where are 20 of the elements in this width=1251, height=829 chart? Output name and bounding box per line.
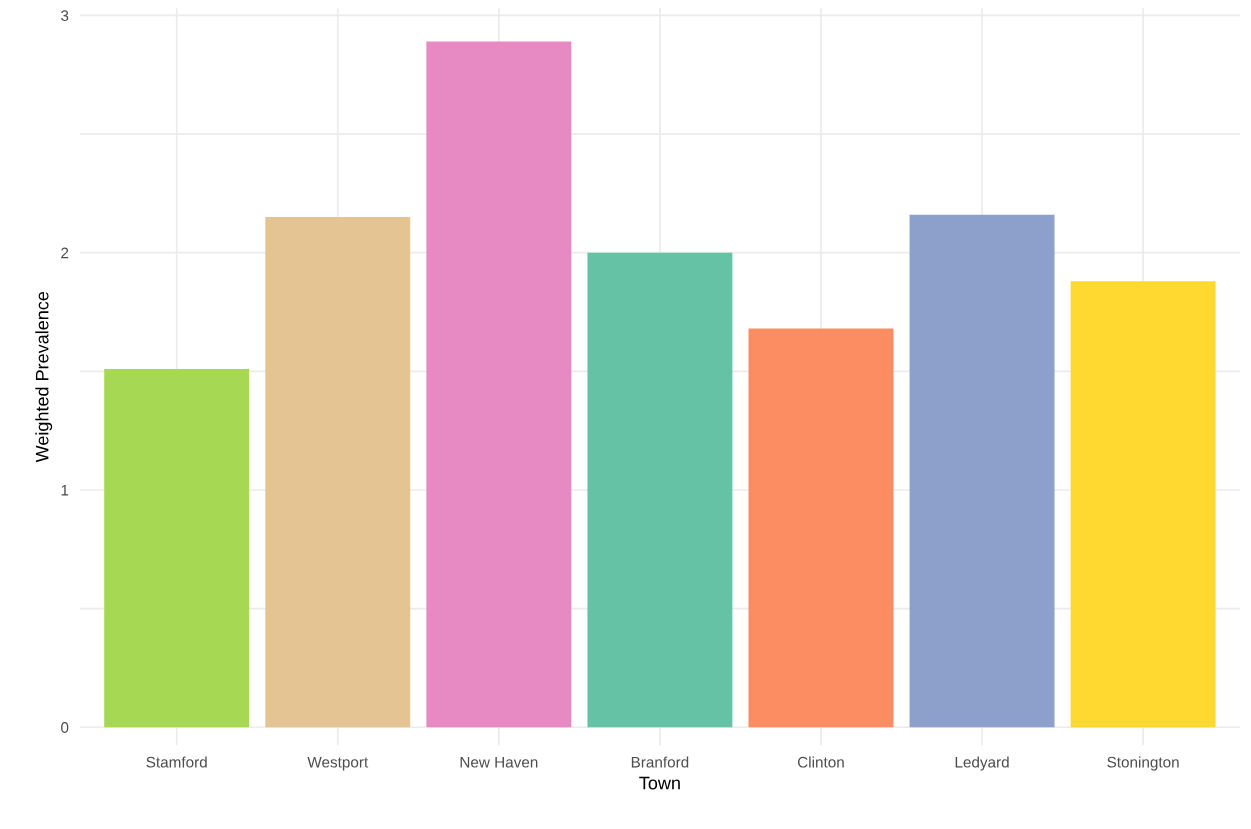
y-axis-title: Weighted Prevalence: [35, 291, 53, 463]
y-tick-label: 3: [61, 10, 69, 22]
x-tick-label: Clinton: [797, 756, 844, 768]
bar: [909, 214, 1055, 728]
x-tick-label: Stamford: [146, 756, 207, 768]
bar: [1070, 281, 1216, 728]
x-tick-label: Westport: [307, 756, 369, 771]
bar: [426, 41, 572, 728]
y-tick-label: 1: [61, 484, 69, 496]
x-tick-label: Stonington: [1107, 756, 1179, 771]
bar: [587, 252, 733, 728]
x-tick-label: Ledyard: [955, 756, 1009, 771]
y-tick-label: 2: [61, 247, 69, 259]
bar: [748, 328, 894, 728]
bar: [265, 217, 411, 728]
x-tick-label: New Haven: [460, 756, 538, 768]
y-tick-label: 0: [61, 722, 69, 733]
bar: [104, 368, 250, 728]
x-axis-title: Town: [639, 776, 680, 790]
x-tick-label: Branford: [631, 756, 689, 768]
